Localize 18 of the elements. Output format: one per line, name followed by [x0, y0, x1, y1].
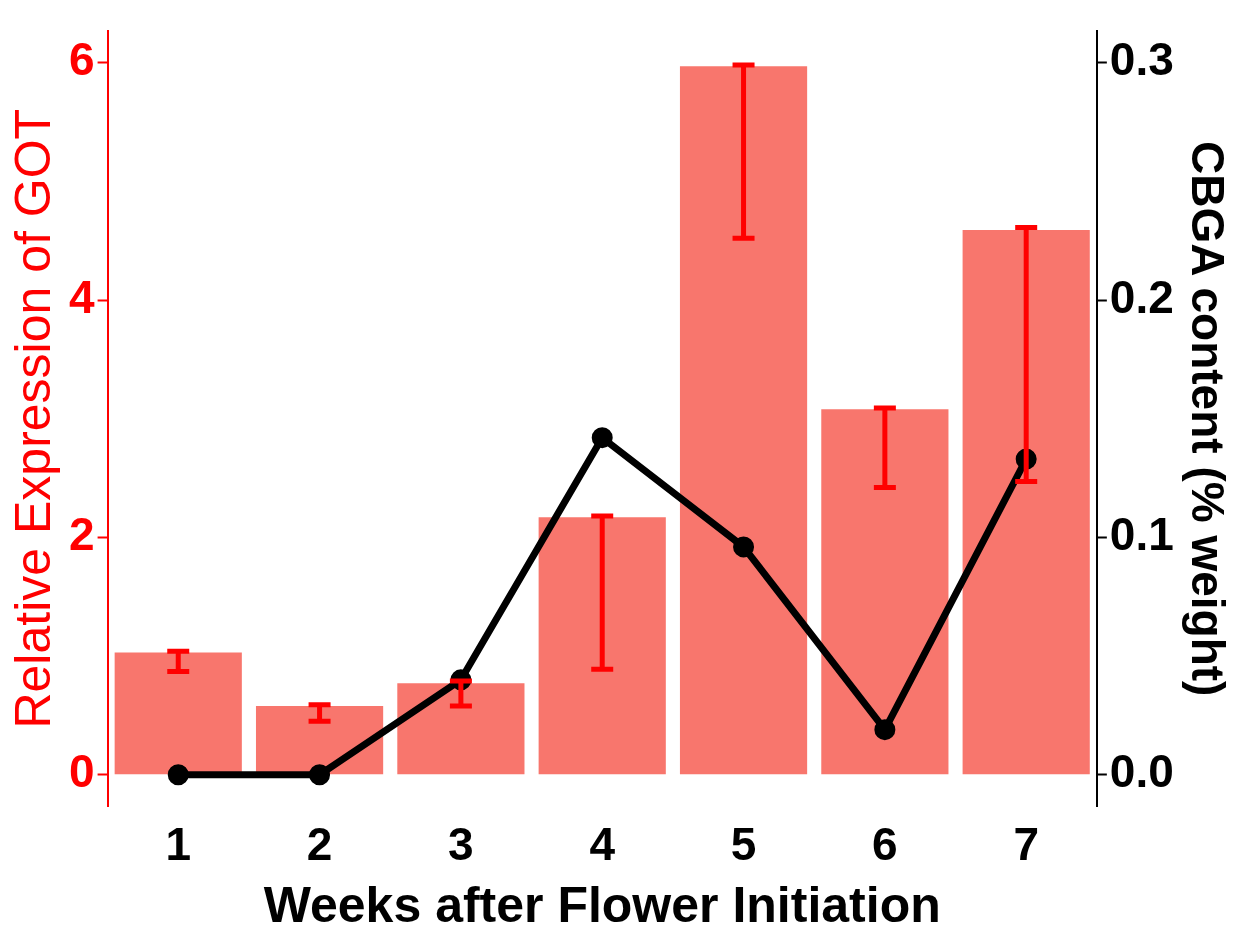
y-tick-label: 2	[68, 508, 95, 561]
y-tick-label: 4	[68, 270, 95, 323]
y-axis-title: Relative Expression of GOT	[4, 108, 61, 729]
x-tick-label: 7	[1013, 818, 1039, 871]
x-tick-label: 5	[730, 818, 757, 871]
y2-tick-label: 0.3	[1109, 33, 1174, 86]
x-tick-label: 3	[448, 818, 474, 871]
x-tick-label: 2	[306, 818, 333, 871]
x-tick-label: 1	[165, 818, 192, 871]
y-tick-label: 0	[68, 745, 95, 798]
y2-tick-label: 0.0	[1109, 745, 1174, 798]
y2-tick-label: 0.2	[1109, 270, 1174, 323]
x-axis-title: Weeks after Flower Initiation	[263, 876, 941, 933]
y-tick-label: 6	[68, 33, 95, 86]
x-tick-label: 6	[872, 818, 898, 871]
y2-axis-title: CBGA content (% weight)	[1181, 141, 1234, 697]
x-tick-label: 4	[589, 818, 616, 871]
y2-tick-label: 0.1	[1109, 508, 1174, 561]
